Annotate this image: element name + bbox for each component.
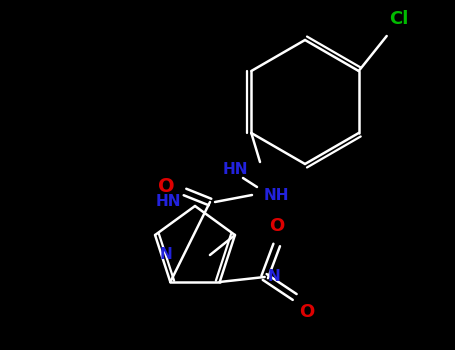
Text: NH: NH	[264, 188, 289, 203]
Text: O: O	[158, 177, 175, 196]
Text: HN: HN	[156, 195, 181, 210]
Text: N: N	[268, 270, 280, 285]
Text: HN: HN	[222, 162, 248, 177]
Text: O: O	[298, 303, 314, 321]
Text: O: O	[269, 217, 284, 235]
Text: N: N	[160, 247, 173, 262]
Text: Cl: Cl	[389, 10, 408, 28]
